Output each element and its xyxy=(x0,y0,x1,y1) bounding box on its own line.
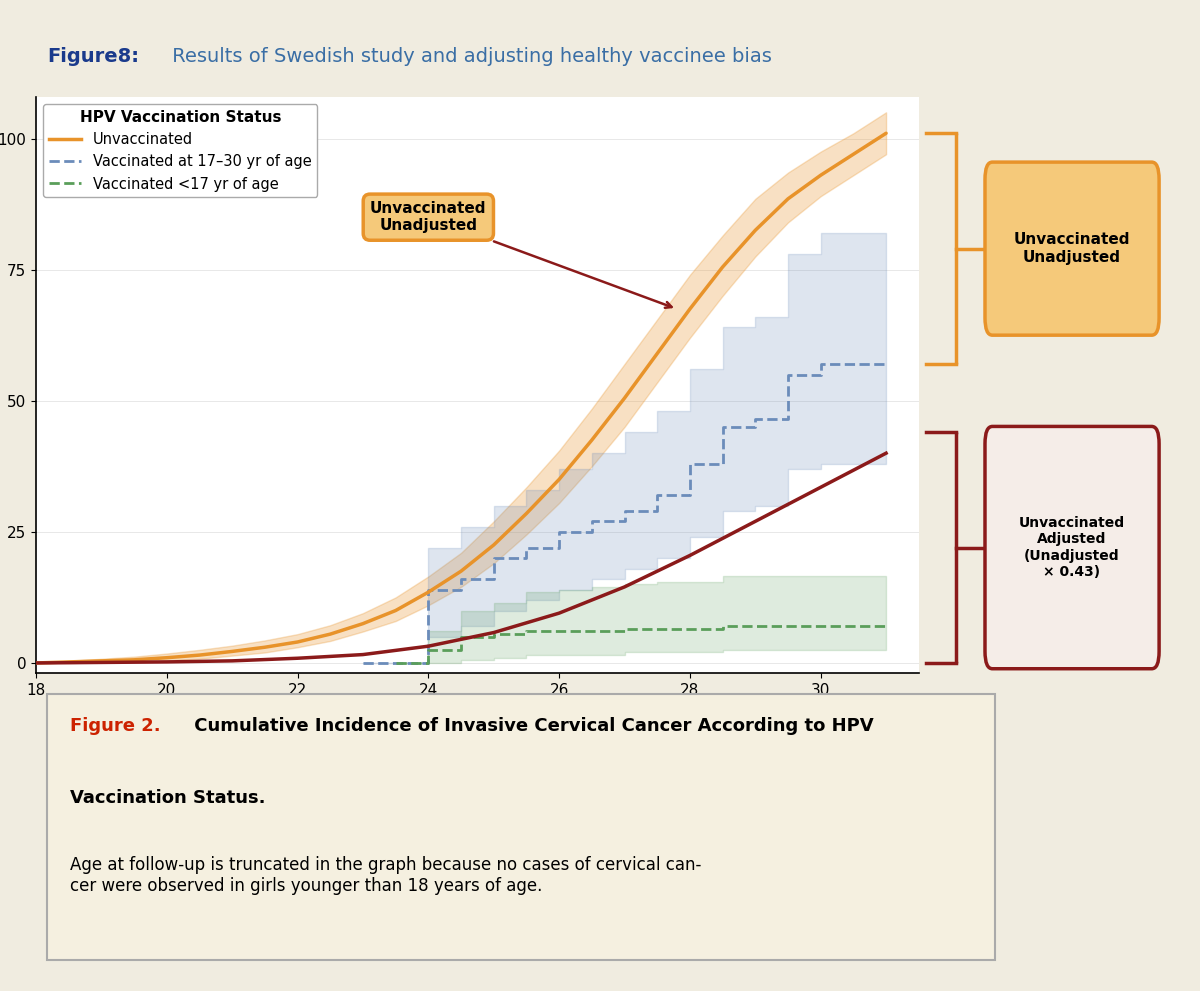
FancyBboxPatch shape xyxy=(47,695,995,959)
Legend: Unvaccinated, Vaccinated at 17–30 yr of age, Vaccinated <17 yr of age: Unvaccinated, Vaccinated at 17–30 yr of … xyxy=(43,104,318,197)
Text: Age at follow-up is truncated in the graph because no cases of cervical can-
cer: Age at follow-up is truncated in the gra… xyxy=(70,856,701,895)
X-axis label: Age at Follow-up (yr): Age at Follow-up (yr) xyxy=(379,704,576,721)
Text: Results of Swedish study and adjusting healthy vaccinee bias: Results of Swedish study and adjusting h… xyxy=(166,47,772,65)
Text: Unvaccinated
Adjusted
(Unadjusted
× 0.43): Unvaccinated Adjusted (Unadjusted × 0.43… xyxy=(1019,516,1126,579)
FancyBboxPatch shape xyxy=(985,426,1159,669)
Text: Figure8:: Figure8: xyxy=(47,47,139,65)
FancyBboxPatch shape xyxy=(985,163,1159,335)
Text: Unvaccinated
Unadjusted: Unvaccinated Unadjusted xyxy=(370,201,672,308)
Text: Figure 2.: Figure 2. xyxy=(70,717,161,735)
Text: Cumulative Incidence of Invasive Cervical Cancer According to HPV: Cumulative Incidence of Invasive Cervica… xyxy=(188,717,874,735)
Text: Vaccination Status.: Vaccination Status. xyxy=(70,790,265,808)
Text: Unvaccinated
Unadjusted: Unvaccinated Unadjusted xyxy=(1014,233,1130,265)
